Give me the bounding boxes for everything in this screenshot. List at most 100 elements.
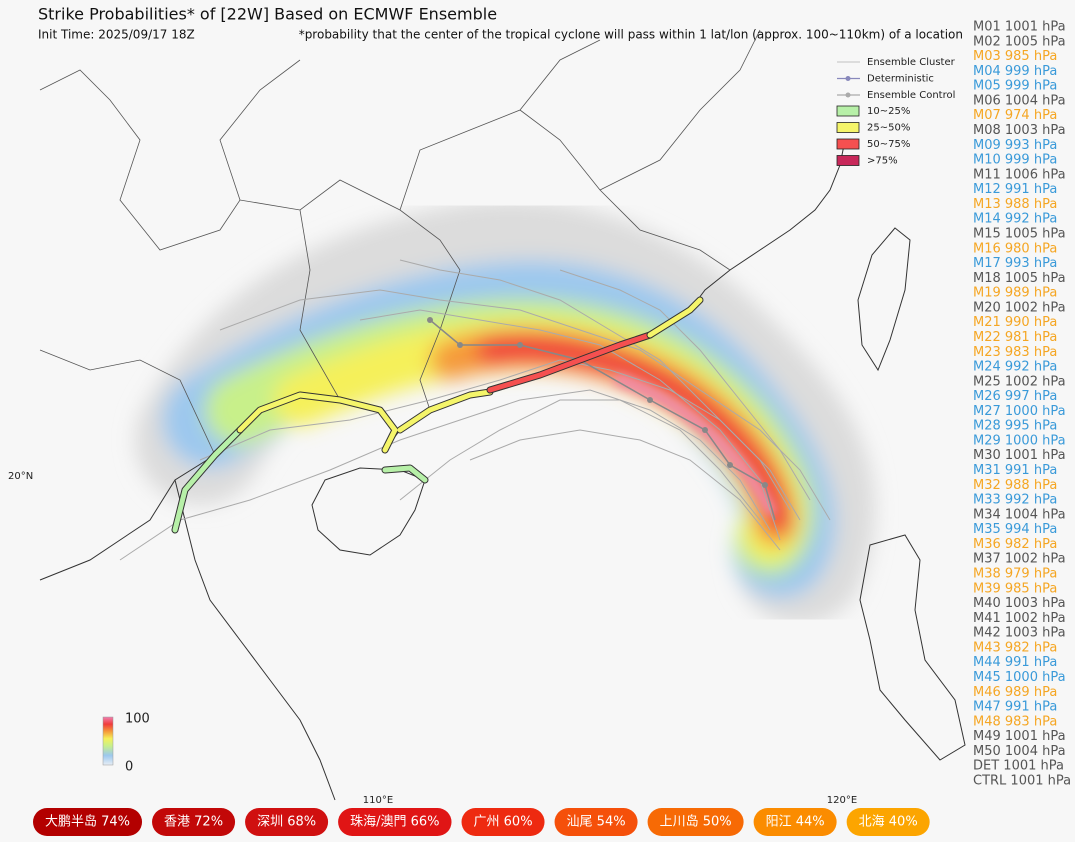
badge (338, 808, 452, 836)
member-label: M42 1003 hPa (973, 626, 1066, 641)
badge-label: 深圳 68% (257, 815, 316, 830)
member-label: M34 1004 hPa (973, 507, 1066, 522)
badge-label: 珠海/澳門 66% (350, 814, 439, 830)
member-label: M19 989 hPa (973, 286, 1057, 301)
badge-label: 汕尾 54% (567, 815, 626, 830)
province-borders (39, 29, 761, 456)
member-label: M31 991 hPa (973, 463, 1057, 478)
member-label: M40 1003 hPa (973, 596, 1066, 611)
legend-label: Ensemble Control (867, 90, 955, 101)
member-label: M09 993 hPa (973, 138, 1057, 153)
member-label: M38 979 hPa (973, 567, 1057, 582)
legend-swatch (836, 155, 860, 166)
member-label: M24 992 hPa (973, 360, 1057, 375)
member-label: M18 1005 hPa (973, 271, 1066, 286)
member-label: M47 991 hPa (973, 700, 1057, 715)
member-label: M43 982 hPa (973, 640, 1057, 655)
legend-label: Ensemble Cluster (867, 57, 956, 68)
badge (245, 808, 329, 836)
member-label: M25 1002 hPa (973, 374, 1066, 389)
member-label: CTRL 1001 hPa (973, 774, 1071, 789)
member-label: M05 999 hPa (973, 79, 1057, 94)
legend-dot (845, 92, 851, 98)
colorbar-min: 0 (125, 760, 133, 775)
member-label: DET 1001 hPa (973, 759, 1064, 774)
badge-label: 香港 72% (164, 815, 223, 830)
member-label: M22 981 hPa (973, 330, 1057, 345)
member-label: M02 1005 hPa (973, 34, 1066, 49)
legend-swatch (836, 105, 860, 117)
badge-label: 阳江 44% (766, 815, 825, 830)
member-label: M28 995 hPa (973, 419, 1057, 434)
member-label: M39 985 hPa (973, 581, 1057, 596)
badge (33, 808, 143, 836)
lat-label: 20°N (8, 471, 33, 482)
badge-label: 广州 60% (474, 815, 533, 830)
init-time: Init Time: 2025/09/17 18Z (38, 28, 195, 42)
luzon (859, 534, 966, 761)
probability-swath (135, 199, 875, 625)
member-label: M13 988 hPa (973, 197, 1057, 212)
legend-label: 10~25% (867, 106, 910, 117)
coastline-vietnam (174, 479, 336, 801)
taiwan (857, 227, 911, 372)
member-label: M32 988 hPa (973, 478, 1057, 493)
member-label: M16 980 hPa (973, 241, 1057, 256)
member-label: M04 999 hPa (973, 64, 1057, 79)
member-label: M23 983 hPa (973, 345, 1057, 360)
legend-label: >75% (867, 156, 898, 167)
lon-label: 120°E (827, 795, 857, 806)
title: Strike Probabilities* of [22W] Based on … (38, 5, 497, 24)
member-label: M06 1004 hPa (973, 93, 1066, 108)
member-label: M15 1005 hPa (973, 226, 1066, 241)
member-label: M08 1003 hPa (973, 123, 1066, 138)
map (39, 29, 966, 801)
member-label: M44 991 hPa (973, 655, 1057, 670)
badge-label: 上川岛 50% (660, 814, 732, 830)
member-label: M12 991 hPa (973, 182, 1057, 197)
member-label: M11 1006 hPa (973, 167, 1066, 182)
member-label: M45 1000 hPa (973, 670, 1066, 685)
legend-dot (845, 76, 851, 81)
legend-label: 25~50% (867, 123, 910, 134)
legend-label: Deterministic (867, 74, 934, 85)
member-label: M27 1000 hPa (973, 404, 1066, 419)
legend-swatch (836, 122, 860, 133)
footnote: *probability that the center of the trop… (299, 28, 963, 42)
member-label: M26 997 hPa (973, 389, 1057, 404)
ensemble-tracks (119, 259, 831, 561)
badge (846, 808, 930, 836)
member-label: M36 982 hPa (973, 537, 1057, 552)
member-label: M49 1001 hPa (973, 729, 1066, 744)
badge-label: 大鹏半岛 74% (45, 814, 130, 830)
member-label: M17 993 hPa (973, 256, 1057, 271)
member-label: M07 974 hPa (973, 108, 1057, 123)
member-label: M48 983 hPa (973, 714, 1057, 729)
member-label: M20 1002 hPa (973, 300, 1066, 315)
member-label: M41 1002 hPa (973, 611, 1066, 626)
member-label: M37 1002 hPa (973, 552, 1066, 567)
member-label: M21 990 hPa (973, 315, 1057, 330)
badge (647, 808, 744, 836)
member-label: M33 992 hPa (973, 493, 1057, 508)
member-label: M01 1001 hPa (973, 20, 1066, 35)
member-label: M50 1004 hPa (973, 744, 1066, 759)
coastal-probabilities (171, 296, 704, 534)
member-label: M30 1001 hPa (973, 448, 1066, 463)
legend-swatch (836, 138, 860, 150)
badge (554, 808, 638, 836)
badge-label: 北海 40% (859, 815, 918, 830)
colorbar (102, 716, 114, 766)
badge (461, 808, 545, 836)
badge-row: 大鹏半岛 74% 香港 72% 深圳 68% 珠海/澳門 66% 广州 60% 汕尾 54… (33, 808, 930, 836)
legend: Ensemble Cluster Deterministic Ensemble Co… (836, 57, 956, 167)
legend-label: 50~75% (867, 139, 910, 150)
member-label: M29 1000 hPa (973, 433, 1066, 448)
lon-label: 110°E (363, 795, 393, 806)
badge (152, 808, 236, 836)
member-label: M10 999 hPa (973, 153, 1057, 168)
member-label: M35 994 hPa (973, 522, 1057, 537)
member-label: M46 989 hPa (973, 685, 1057, 700)
